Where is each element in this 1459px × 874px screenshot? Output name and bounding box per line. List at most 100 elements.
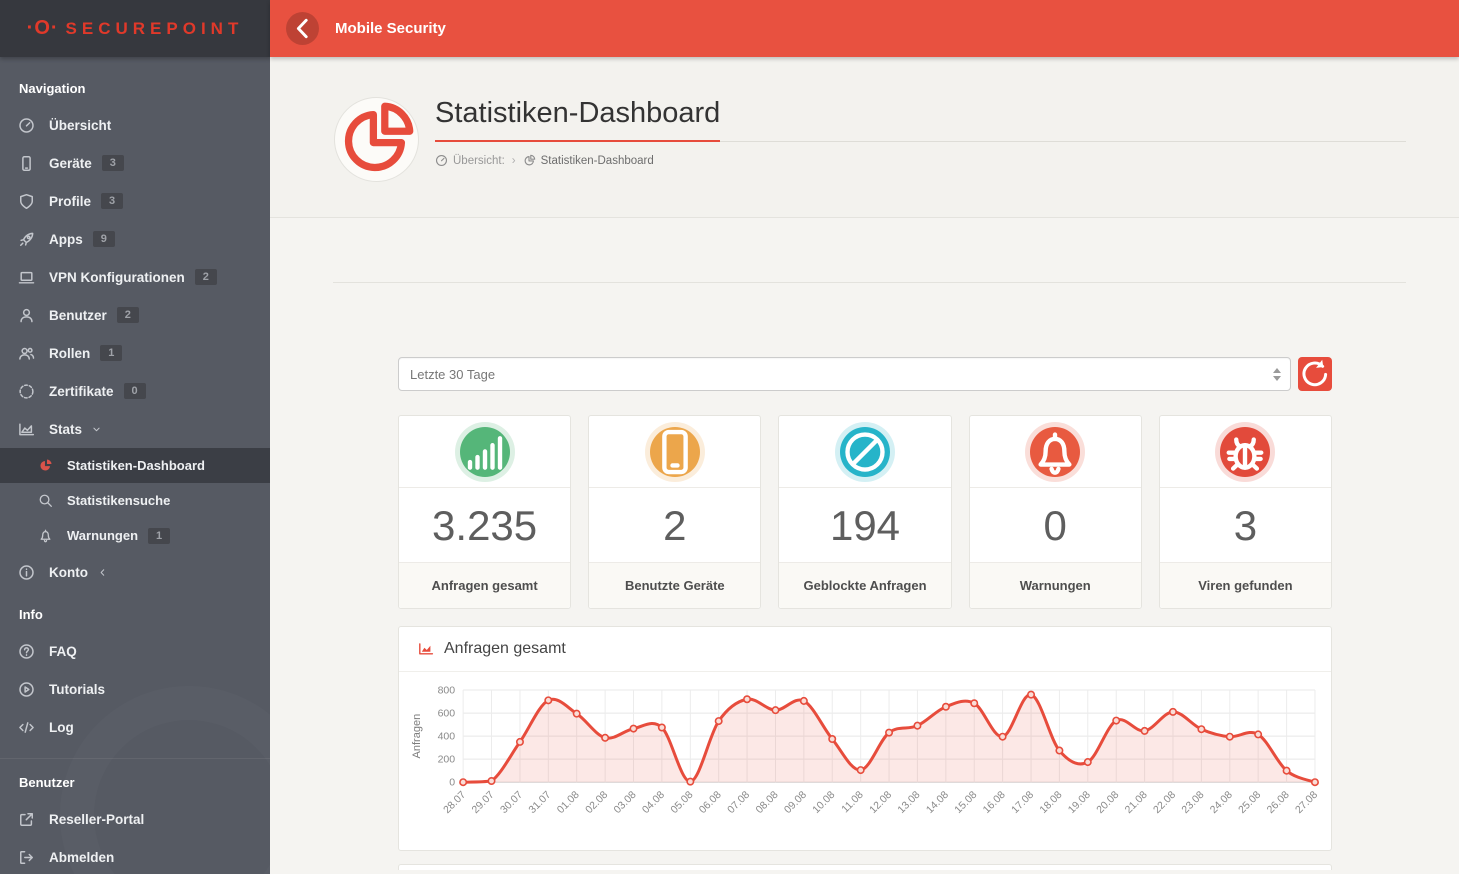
stat-value: 0 [969,487,1141,562]
sidebar-item-zertifikate[interactable]: Zertifikate 0 [0,372,270,410]
page-content: Letzte 30 Tage 3.235 Anfragen gesamt [270,218,1459,874]
user-icon [18,307,35,324]
stat-card-benutzte-geraete: 2 Benutzte Geräte [588,415,762,609]
back-button[interactable] [286,12,319,45]
sidebar-item-faq[interactable]: FAQ [0,632,270,670]
sidebar-item-statistiken-dashboard[interactable]: Statistiken-Dashboard [0,448,270,483]
stat-card-warnungen: 0 Warnungen [968,415,1142,609]
sidebar-item-abmelden[interactable]: Abmelden [0,838,270,874]
code-icon [18,719,35,736]
sidebar-item-label: FAQ [49,643,77,659]
blocked-icon [840,427,890,477]
svg-text:09.08: 09.08 [782,789,809,816]
brand-logo[interactable]: ·O· SECUREPOINT [0,0,270,57]
breadcrumb-home[interactable]: Übersicht: [453,154,505,167]
content-inner: Letzte 30 Tage 3.235 Anfragen gesamt [398,357,1333,871]
smartphone-icon [18,155,35,172]
pie-chart-icon [335,98,418,181]
svg-text:600: 600 [438,708,456,720]
chart-canvas[interactable]: 0 200 400 600 800 28.07 29.07 30.07 31.07 01.08 02… [399,672,1331,850]
question-icon [18,643,35,660]
sidebar-item-warnungen[interactable]: Warnungen 1 [0,518,270,553]
stat-card-geblockte-anfragen: 194 Geblockte Anfragen [778,415,952,609]
stat-label: Geblockte Anfragen [779,562,951,608]
svg-text:05.08: 05.08 [668,789,695,816]
sidebar-item-rollen[interactable]: Rollen 1 [0,334,270,372]
sidebar-section-benutzer: Benutzer [19,775,75,790]
sidebar-item-benutzer[interactable]: Benutzer 2 [0,296,270,334]
sidebar-item-tutorials[interactable]: Tutorials [0,670,270,708]
svg-text:13.08: 13.08 [895,789,922,816]
pie-chart-icon [523,154,536,167]
sidebar-item-konto[interactable]: Konto [0,553,270,591]
stat-label: Warnungen [969,562,1141,608]
bar-chart-icon [459,427,510,477]
sidebar-item-log[interactable]: Log [0,708,270,746]
svg-text:26.08: 26.08 [1265,789,1292,816]
svg-text:30.07: 30.07 [498,789,525,816]
chart-panel: Anfragen gesamt 0 200 400 600 800 28.07 29.07 3… [398,626,1332,852]
svg-text:Anfragen: Anfragen [411,714,423,759]
sidebar-item-label: Übersicht [49,117,112,133]
search-icon [38,493,53,508]
area-chart-icon [418,641,434,657]
svg-text:21.08: 21.08 [1123,789,1150,816]
sidebar-item-uebersicht[interactable]: Übersicht [0,106,270,144]
bell-icon [1030,427,1081,477]
certificate-icon [18,383,35,400]
sidebar-section-info: Info [19,607,43,622]
svg-text:25.08: 25.08 [1236,789,1263,816]
info-icon [18,564,35,581]
breadcrumb: Übersicht: › Statistiken-Dashboard [435,154,1406,167]
sidebar-item-statistikensuche[interactable]: Statistikensuche [0,483,270,518]
svg-text:03.08: 03.08 [612,789,639,816]
sidebar-item-label: Tutorials [49,681,106,697]
sidebar-item-label: Log [49,719,74,735]
stat-label: Viren gefunden [1159,562,1332,608]
count-badge: 2 [116,307,139,323]
chart-panel-title: Anfragen gesamt [444,640,566,657]
refresh-button[interactable] [1298,357,1332,391]
svg-text:14.08: 14.08 [924,789,951,816]
gauge-icon [435,154,448,167]
svg-text:11.08: 11.08 [839,789,866,816]
svg-text:15.08: 15.08 [952,789,979,816]
laptop-icon [18,269,35,286]
count-badge: 1 [148,527,171,544]
sidebar-item-geraete[interactable]: Geräte 3 [0,144,270,182]
content-divider [333,282,1406,283]
sidebar-item-reseller-portal[interactable]: Reseller-Portal [0,800,270,838]
count-badge: 1 [100,345,123,361]
sidebar-nav: Navigation Übersicht Geräte 3 Profile 3 … [0,57,270,874]
area-chart-icon [18,421,35,438]
sidebar-item-stats[interactable]: Stats [0,410,270,448]
sidebar-item-label: Apps [49,231,83,247]
svg-text:200: 200 [438,754,456,766]
sidebar-item-vpn-konfigurationen[interactable]: VPN Konfigurationen 2 [0,258,270,296]
svg-text:800: 800 [438,685,456,697]
svg-text:22.08: 22.08 [1151,789,1178,816]
chevron-down-icon [91,424,102,435]
sidebar-item-label: VPN Konfigurationen [49,269,185,285]
stat-card-viren-gefunden: 3 Viren gefunden [1158,415,1333,609]
svg-text:07.08: 07.08 [725,789,752,816]
users-icon [18,345,35,362]
sidebar-item-apps[interactable]: Apps 9 [0,220,270,258]
stat-label: Anfragen gesamt [399,562,571,608]
stat-label: Benutzte Geräte [589,562,761,608]
sidebar-item-label: Statistiken-Dashboard [67,458,205,473]
external-link-icon [18,811,35,828]
app-title: Mobile Security [335,20,446,37]
app-header: Mobile Security [270,0,1459,57]
svg-text:19.08: 19.08 [1066,789,1093,816]
sidebar-section-navigation: Navigation [19,81,86,96]
sidebar-item-profile[interactable]: Profile 3 [0,182,270,220]
svg-text:02.08: 02.08 [583,789,610,816]
play-icon [18,681,35,698]
chevron-left-icon [286,12,319,45]
svg-text:27.08: 27.08 [1293,789,1320,816]
svg-text:06.08: 06.08 [697,789,724,816]
sidebar-item-label: Benutzer [49,307,107,323]
date-range-select[interactable]: Letzte 30 Tage [398,357,1291,391]
